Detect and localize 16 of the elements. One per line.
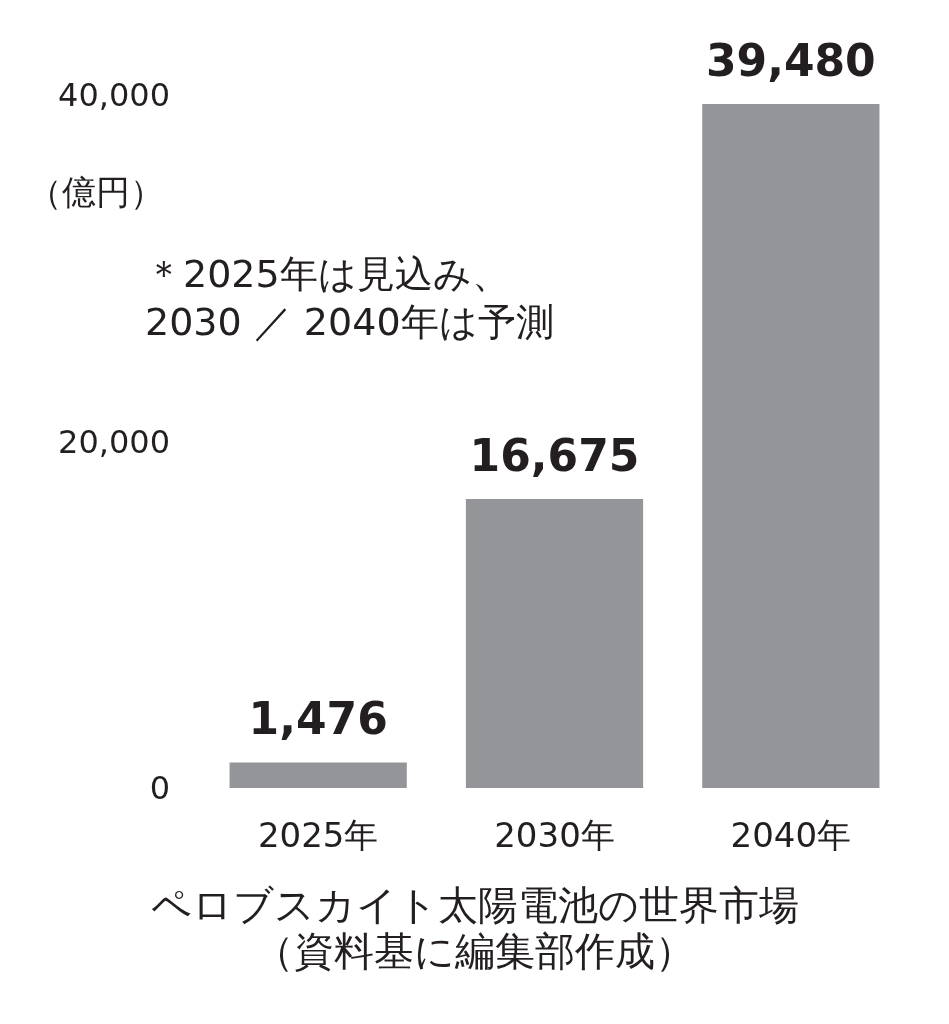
y-tick-label: 0 <box>149 769 170 807</box>
y-tick-label: 40,000 <box>58 76 170 114</box>
x-tick-label: 2030年 <box>494 815 615 855</box>
bar <box>702 104 880 788</box>
y-tick-label: 20,000 <box>58 422 170 461</box>
x-tick-label: 2025年 <box>257 815 379 855</box>
bar <box>229 762 407 788</box>
bar <box>465 499 644 788</box>
text: ペロブスカイト太陽電池の世界市場 <box>150 882 799 928</box>
text: （資料基に編集部作成） <box>254 928 695 974</box>
annotation: ＊2025年は見込み、 2030 ／ 2040年は予測 <box>145 252 554 344</box>
x-tick-label: 2040年 <box>730 815 852 855</box>
y-axis-title: （億円） <box>28 172 164 212</box>
data-label: 16,675 <box>469 429 640 481</box>
data-label: 39,480 <box>705 34 876 86</box>
data-label: 1,476 <box>248 692 388 744</box>
